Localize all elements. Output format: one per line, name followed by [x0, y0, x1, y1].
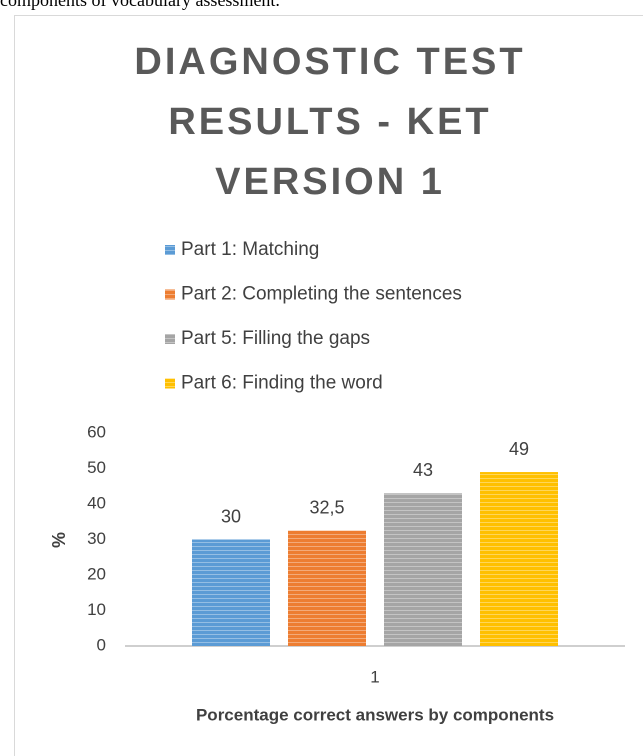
legend-swatch — [165, 378, 175, 389]
data-label: 43 — [413, 460, 433, 480]
y-tick-label: 60 — [87, 422, 106, 441]
legend-swatch — [165, 289, 175, 300]
y-axis-label: % — [49, 532, 69, 548]
legend-label: Part 5: Filling the gaps — [181, 328, 370, 349]
data-label: 30 — [221, 506, 241, 526]
bar — [288, 530, 366, 646]
legend-label: Part 2: Completing the sentences — [181, 284, 462, 305]
legend-swatch — [165, 334, 175, 344]
legend-label: Part 6: Finding the word — [181, 373, 383, 394]
context-text: components of vocabulary assessment. — [0, 0, 280, 10]
y-tick-label: 10 — [87, 600, 106, 619]
y-tick-label: 30 — [87, 529, 106, 548]
data-label: 32,5 — [309, 497, 344, 517]
y-tick-label: 20 — [87, 564, 106, 583]
y-tick-label: 50 — [87, 458, 106, 477]
chart-title: DIAGNOSTIC TEST — [134, 41, 525, 83]
legend-swatch — [165, 245, 175, 255]
bar — [192, 539, 270, 646]
chart-title: RESULTS - KET — [168, 101, 491, 143]
bar — [480, 472, 558, 646]
y-tick-label: 40 — [87, 493, 106, 512]
y-tick-label: 0 — [97, 635, 106, 654]
legend-label: Part 1: Matching — [181, 239, 319, 260]
bar — [384, 493, 462, 646]
x-axis-label: Porcentage correct answers by components — [196, 705, 554, 724]
x-tick-label: 1 — [370, 667, 379, 686]
data-label: 49 — [509, 439, 529, 459]
chart-title: VERSION 1 — [215, 161, 445, 203]
